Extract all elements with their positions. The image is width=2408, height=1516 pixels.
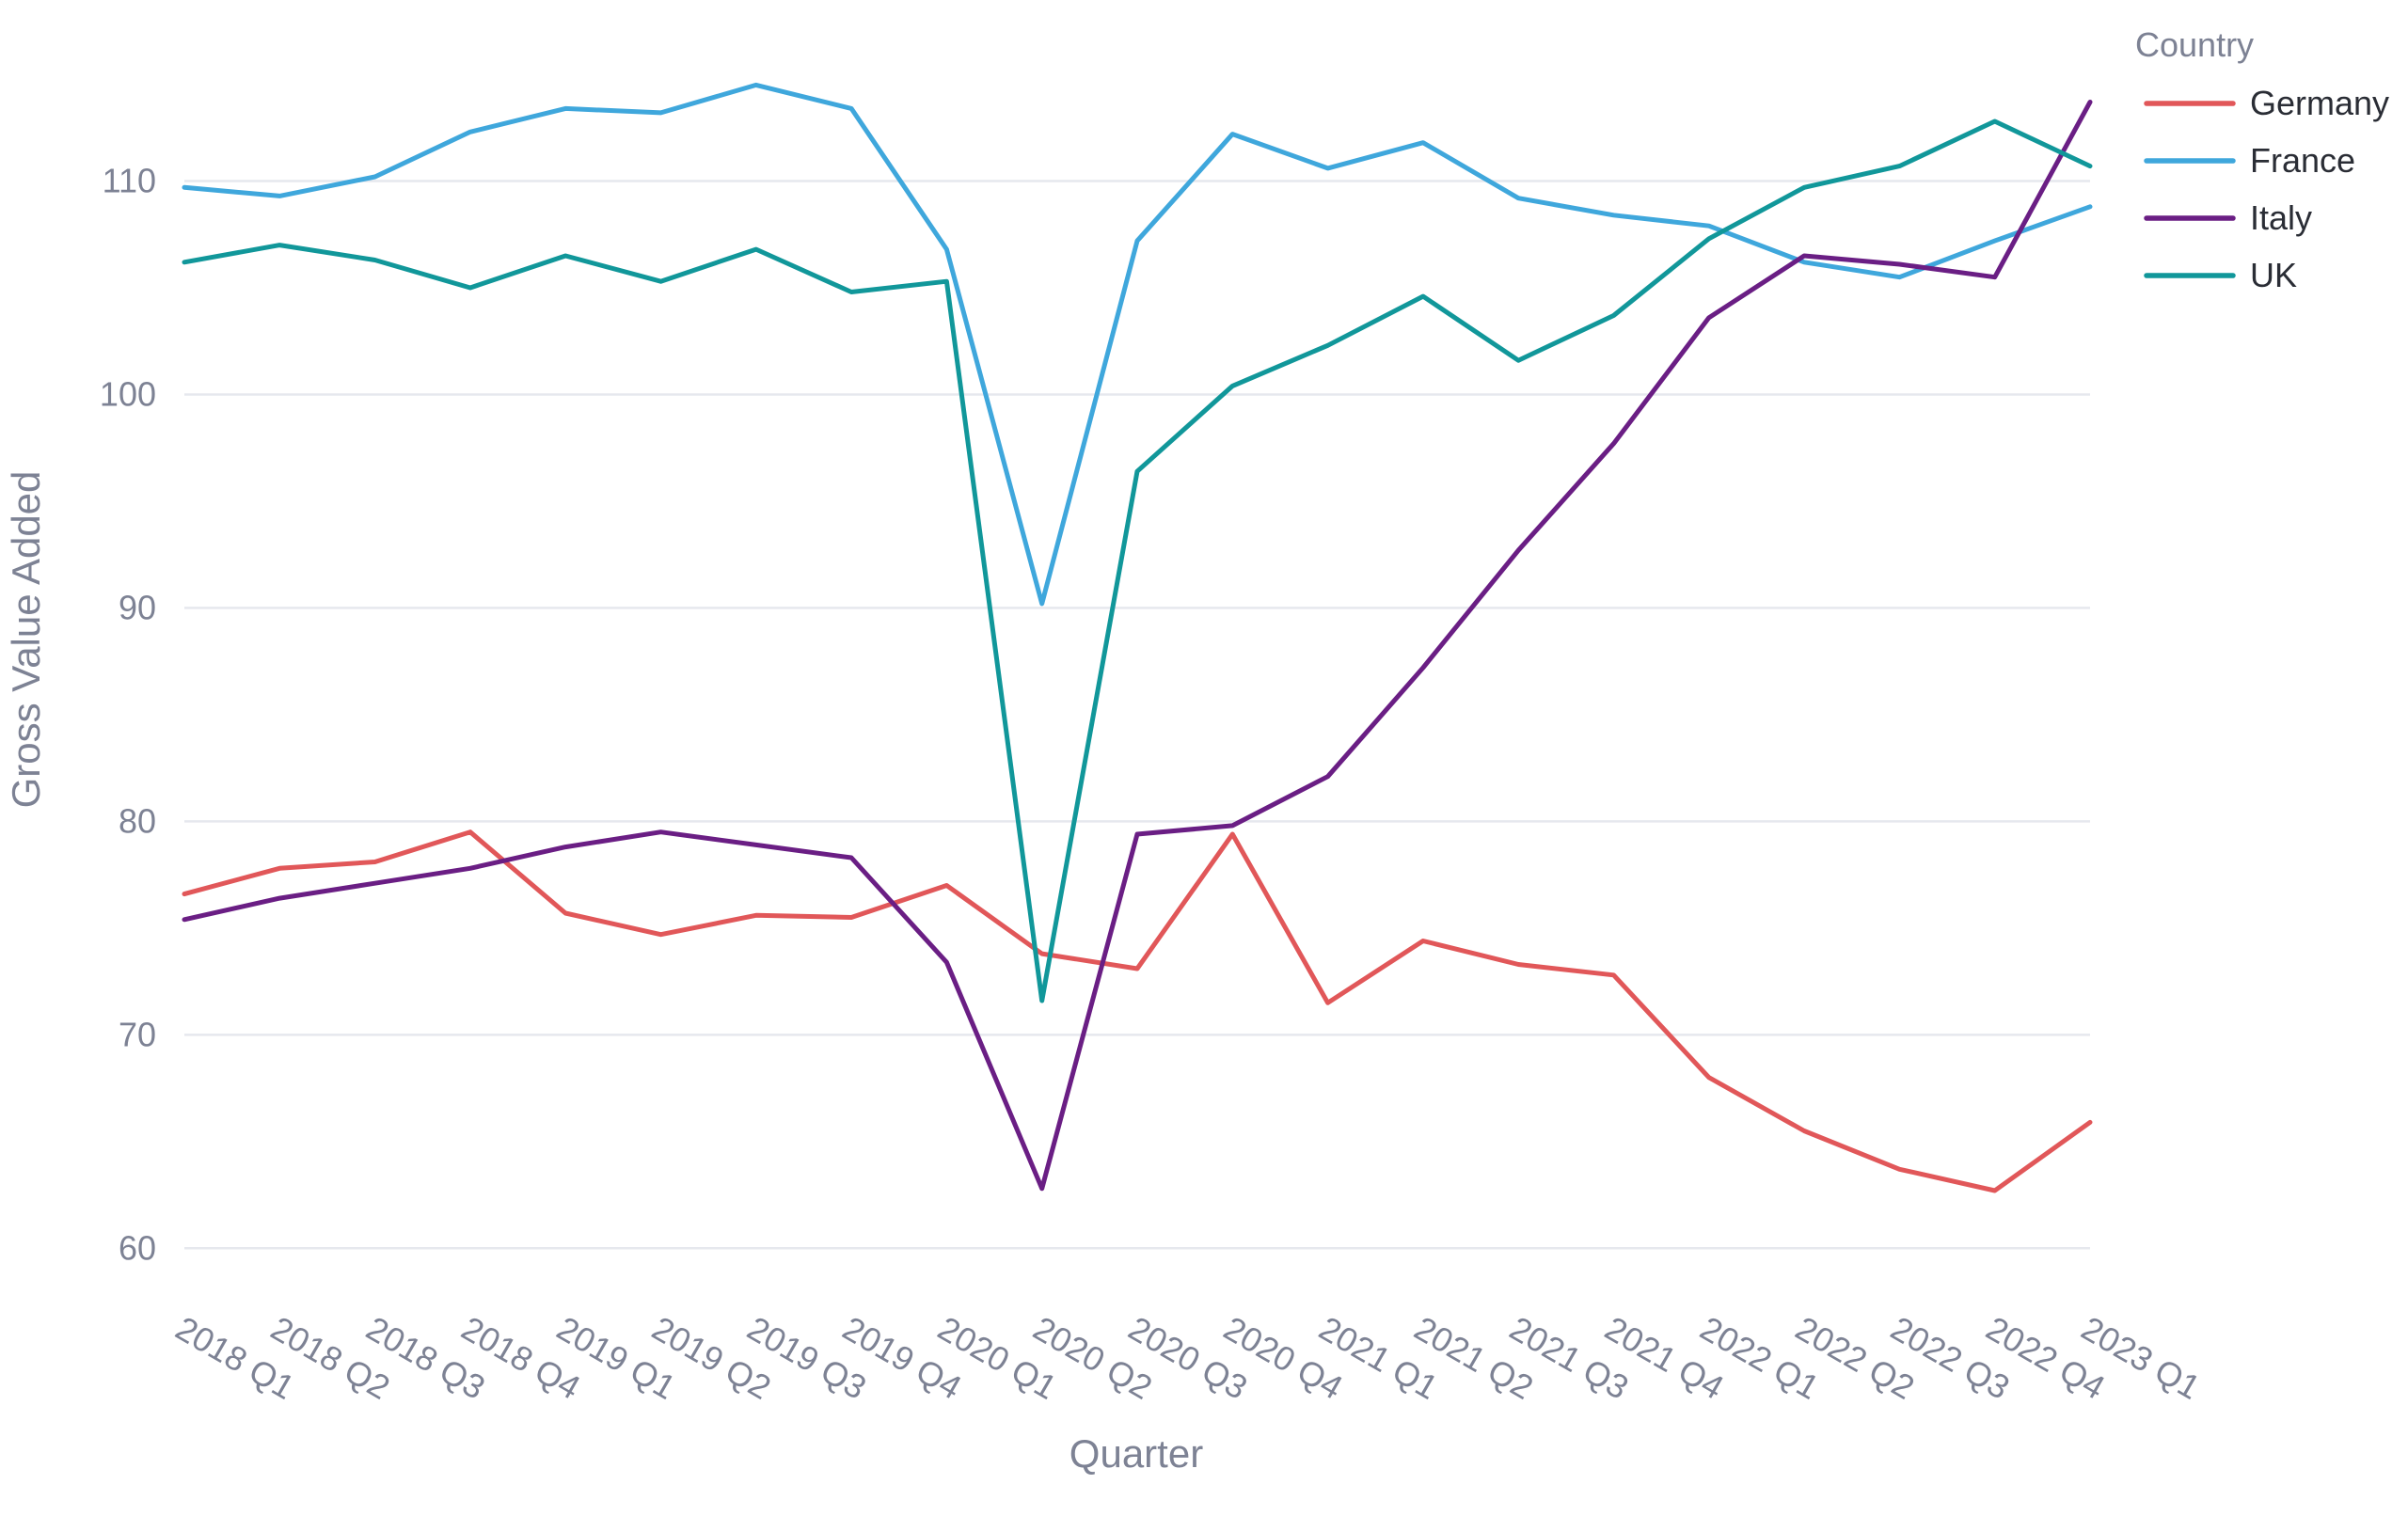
y-axis-ticks: 60 70 80 90 100 110 [100, 162, 156, 1268]
legend: Country Germany France Italy UK [2135, 25, 2389, 294]
legend-label-italy: Italy [2250, 198, 2312, 237]
y-tick-label: 70 [119, 1015, 156, 1053]
y-tick-label: 60 [119, 1228, 156, 1267]
y-tick-label: 80 [119, 801, 156, 840]
legend-label-germany: Germany [2250, 84, 2389, 122]
gridlines [184, 180, 2090, 1250]
y-tick-label: 100 [100, 374, 156, 413]
series-lines [182, 82, 2093, 1193]
legend-title: Country [2135, 25, 2254, 64]
y-tick-label: 110 [103, 162, 156, 200]
series-line-italy [182, 100, 2093, 1192]
legend-label-uk: UK [2250, 256, 2297, 294]
y-axis-title: Gross Value Added [4, 471, 48, 809]
series-line-france [182, 82, 2093, 607]
y-tick-label: 90 [119, 588, 156, 626]
series-line-germany [182, 829, 2093, 1193]
legend-label-france: France [2250, 141, 2355, 180]
x-axis-title: Quarter [1069, 1431, 1203, 1476]
series-line-uk [182, 118, 2093, 1003]
